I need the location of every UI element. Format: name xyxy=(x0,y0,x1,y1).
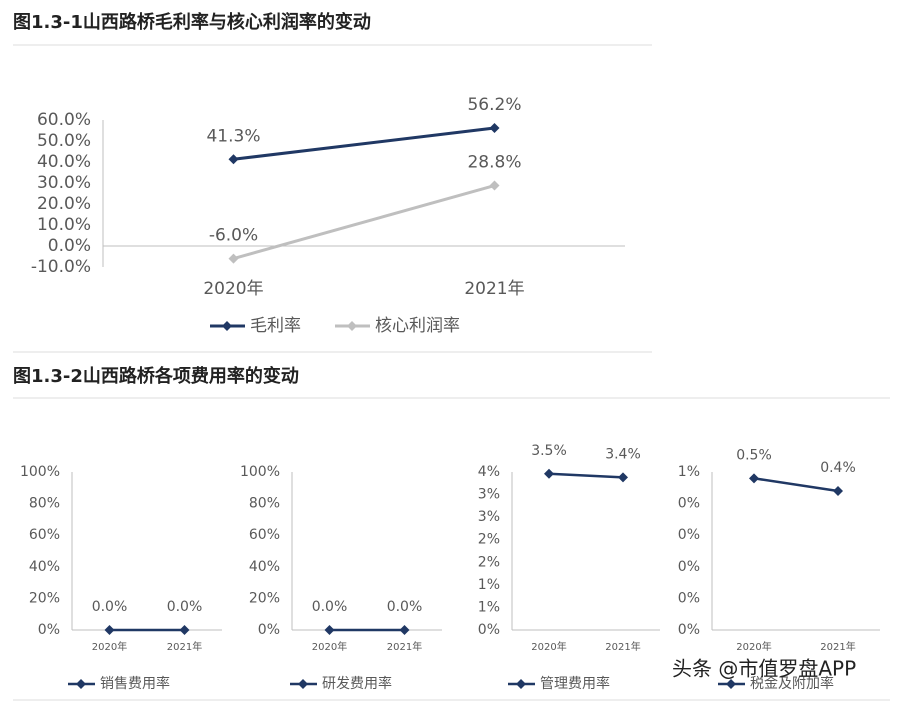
y-tick-label: 0% xyxy=(678,559,700,575)
chart-title: 图1.3-1山西路桥毛利率与核心利润率的变动 xyxy=(13,11,371,33)
data-label: 56.2% xyxy=(467,95,521,115)
legend-label: 销售费用率 xyxy=(100,675,170,692)
x-tick-label: 2021年 xyxy=(820,640,855,653)
data-label: 0.0% xyxy=(92,599,128,615)
legend-marker xyxy=(298,679,308,689)
watermark: 头条 @市值罗盘APP xyxy=(672,657,856,681)
legend-label: 核心利润率 xyxy=(375,316,460,336)
point-marker xyxy=(618,472,628,483)
group-title: 图1.3-2山西路桥各项费用率的变动 xyxy=(13,365,299,387)
series-line xyxy=(753,477,839,493)
legend-label: 税金及附加率 xyxy=(750,675,834,692)
y-tick-label: 2% xyxy=(478,554,500,570)
y-tick-label: 0% xyxy=(478,622,500,638)
y-tick-label: 100% xyxy=(20,464,60,480)
y-tick-label: 60.0% xyxy=(37,110,91,130)
legend-marker xyxy=(76,679,86,689)
x-tick-label: 2021年 xyxy=(387,640,422,653)
y-tick-label: 2% xyxy=(478,532,500,548)
x-tick-label: 2020年 xyxy=(736,640,771,653)
data-label: 0.0% xyxy=(167,599,203,615)
data-label: 0.4% xyxy=(820,460,856,476)
y-tick-label: 3% xyxy=(478,509,500,525)
data-label: 28.8% xyxy=(467,153,521,173)
y-tick-label: 50.0% xyxy=(37,131,91,151)
x-tick-label: 2021年 xyxy=(605,640,640,653)
point-marker xyxy=(324,625,335,635)
y-tick-label: 0% xyxy=(678,590,700,606)
y-tick-label: -10.0% xyxy=(31,257,91,277)
y-tick-label: 0% xyxy=(678,622,700,638)
y-tick-label: 60% xyxy=(249,527,280,543)
y-tick-label: 20% xyxy=(29,590,60,606)
x-tick-label: 2020年 xyxy=(203,279,263,299)
y-tick-label: 10.0% xyxy=(37,215,91,235)
point-marker xyxy=(228,154,239,165)
point-marker xyxy=(489,180,500,191)
x-tick-label: 2020年 xyxy=(531,640,566,653)
x-tick-label: 2021年 xyxy=(167,640,202,653)
y-tick-label: 0% xyxy=(678,527,700,543)
data-label: 41.3% xyxy=(206,126,260,146)
y-tick-label: 40% xyxy=(29,559,60,575)
legend-label: 管理费用率 xyxy=(540,675,610,692)
y-tick-label: 20.0% xyxy=(37,194,91,214)
point-marker xyxy=(489,122,500,133)
y-tick-label: 0% xyxy=(258,622,280,638)
y-tick-label: 3% xyxy=(478,487,500,503)
y-tick-label: 4% xyxy=(478,464,500,480)
point-marker xyxy=(749,473,759,484)
y-tick-label: 20% xyxy=(249,590,280,606)
point-marker xyxy=(179,625,190,635)
data-label: -6.0% xyxy=(209,226,258,246)
x-tick-label: 2020年 xyxy=(312,640,347,653)
point-marker xyxy=(228,253,239,264)
y-tick-label: 80% xyxy=(29,496,60,512)
y-tick-label: 30.0% xyxy=(37,173,91,193)
legend-marker xyxy=(347,321,357,331)
data-label: 3.4% xyxy=(605,446,641,462)
point-marker xyxy=(104,625,115,635)
y-tick-label: 1% xyxy=(678,464,700,480)
x-tick-label: 2021年 xyxy=(464,279,524,299)
data-label: 3.5% xyxy=(531,443,567,459)
legend-marker xyxy=(516,679,526,689)
y-tick-label: 1% xyxy=(478,599,500,615)
y-tick-label: 40% xyxy=(249,559,280,575)
series-line xyxy=(548,472,624,479)
data-label: 0.0% xyxy=(312,599,348,615)
y-tick-label: 100% xyxy=(240,464,280,480)
point-marker xyxy=(544,468,554,479)
x-tick-label: 2020年 xyxy=(92,640,127,653)
y-tick-label: 80% xyxy=(249,496,280,512)
legend-marker xyxy=(222,321,232,331)
point-marker xyxy=(399,625,410,635)
data-label: 0.0% xyxy=(387,599,423,615)
legend-label: 毛利率 xyxy=(250,316,301,336)
y-tick-label: 0% xyxy=(38,622,60,638)
series-line xyxy=(233,184,495,261)
series-line xyxy=(233,126,495,161)
y-tick-label: 60% xyxy=(29,527,60,543)
y-tick-label: 0% xyxy=(678,496,700,512)
data-label: 0.5% xyxy=(736,447,772,463)
point-marker xyxy=(833,485,843,496)
y-tick-label: 1% xyxy=(478,577,500,593)
legend-label: 研发费用率 xyxy=(322,675,392,692)
legend-marker xyxy=(726,679,736,689)
y-tick-label: 40.0% xyxy=(37,152,91,172)
y-tick-label: 0.0% xyxy=(48,236,91,256)
